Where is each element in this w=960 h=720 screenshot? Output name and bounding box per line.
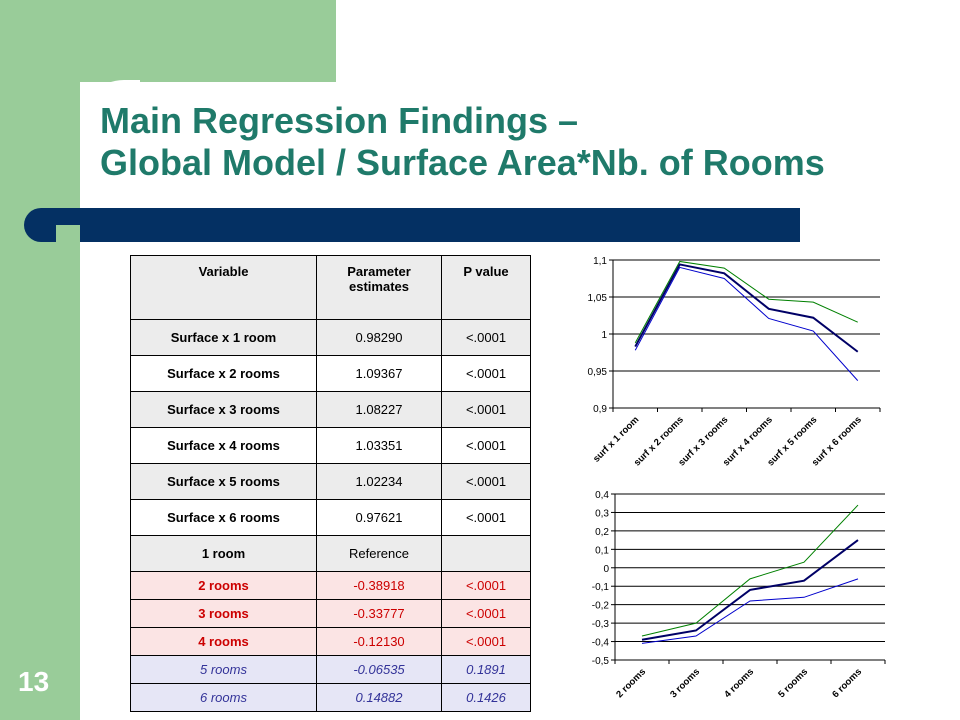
variable-cell: 1 room bbox=[130, 535, 317, 572]
table-row: Surface x 6 rooms 0.97621 <.0001 bbox=[130, 499, 531, 536]
slide-title: Main Regression Findings – Global Model … bbox=[100, 100, 825, 184]
bar-notch bbox=[56, 225, 80, 242]
series-line-upper bbox=[634, 260, 858, 344]
variable-cell: 2 rooms bbox=[130, 571, 317, 600]
y-tick-label: -0,4 bbox=[592, 638, 610, 649]
estimate-cell: 1.08227 bbox=[316, 391, 442, 428]
green-side-panel bbox=[0, 0, 80, 720]
series-line-estimate bbox=[641, 539, 859, 641]
title-line-1: Main Regression Findings – bbox=[100, 100, 579, 141]
table-row: Surface x 3 rooms 1.08227 <.0001 bbox=[130, 391, 531, 428]
p-value-cell: <.0001 bbox=[441, 391, 531, 428]
variable-cell: Surface x 1 room bbox=[130, 319, 317, 356]
variable-cell: Surface x 6 rooms bbox=[130, 499, 317, 536]
column-header: Parameter estimates bbox=[316, 255, 442, 320]
p-value-cell: <.0001 bbox=[441, 463, 531, 500]
p-value-cell bbox=[441, 535, 531, 572]
p-value-cell: 0.1426 bbox=[441, 683, 531, 712]
variable-cell: 4 rooms bbox=[130, 627, 317, 656]
p-value-cell: <.0001 bbox=[441, 571, 531, 600]
variable-cell: 5 rooms bbox=[130, 655, 317, 684]
y-tick-label: -0,2 bbox=[592, 601, 610, 612]
y-tick-label: -0,3 bbox=[592, 619, 610, 630]
variable-cell: 3 rooms bbox=[130, 599, 317, 628]
estimate-cell: 0.14882 bbox=[316, 683, 442, 712]
estimate-cell: 1.03351 bbox=[316, 427, 442, 464]
table-row: 5 rooms -0.06535 0.1891 bbox=[130, 655, 531, 684]
p-value-cell: <.0001 bbox=[441, 355, 531, 392]
variable-cell: Surface x 5 rooms bbox=[130, 463, 317, 500]
series-line-lower bbox=[634, 266, 859, 381]
p-value-cell: <.0001 bbox=[441, 427, 531, 464]
y-tick-label: 1,1 bbox=[593, 256, 607, 267]
y-tick-label: 0,3 bbox=[595, 508, 609, 519]
y-tick-label: 0 bbox=[603, 564, 609, 575]
x-tick-label: 6 rooms bbox=[830, 666, 864, 700]
table-row: Surface x 1 room 0.98290 <.0001 bbox=[130, 319, 531, 356]
estimate-cell: -0.33777 bbox=[316, 599, 442, 628]
estimate-cell: -0.06535 bbox=[316, 655, 442, 684]
estimate-cell: 0.97621 bbox=[316, 499, 442, 536]
y-tick-label: 0,4 bbox=[595, 490, 609, 501]
table-body: Surface x 1 room 0.98290 <.0001 Surface x 2… bbox=[130, 319, 531, 712]
variable-cell: Surface x 3 rooms bbox=[130, 391, 317, 428]
table-row: 4 rooms -0.12130 <.0001 bbox=[130, 627, 531, 656]
y-tick-label: 0,9 bbox=[593, 404, 607, 415]
p-value-cell: <.0001 bbox=[441, 499, 531, 536]
variable-cell: Surface x 4 rooms bbox=[130, 427, 317, 464]
table-row: Surface x 5 rooms 1.02234 <.0001 bbox=[130, 463, 531, 500]
table-row: 6 rooms 0.14882 0.1426 bbox=[130, 683, 531, 712]
title-underline-bar bbox=[24, 208, 800, 242]
variable-cell: Surface x 2 rooms bbox=[130, 355, 317, 392]
table-row: 2 rooms -0.38918 <.0001 bbox=[130, 571, 531, 600]
title-line-2: Global Model / Surface Area*Nb. of Rooms bbox=[100, 142, 825, 183]
table-header-row: Variable Parameter estimates P value bbox=[130, 255, 531, 320]
series-line-lower bbox=[641, 578, 859, 644]
page-number: 13 bbox=[18, 666, 50, 697]
variable-cell: 6 rooms bbox=[130, 683, 317, 712]
x-tick-label: 3 rooms bbox=[668, 666, 702, 700]
x-tick-label: 2 rooms bbox=[614, 666, 648, 700]
y-tick-label: 0,95 bbox=[588, 367, 608, 378]
column-header: P value bbox=[441, 255, 531, 320]
table-row: 1 room Reference bbox=[130, 535, 531, 572]
y-tick-label: 1,05 bbox=[588, 293, 608, 304]
estimate-cell: 0.98290 bbox=[316, 319, 442, 356]
table-row: Surface x 4 rooms 1.03351 <.0001 bbox=[130, 427, 531, 464]
estimate-cell: 1.02234 bbox=[316, 463, 442, 500]
p-value-cell: <.0001 bbox=[441, 599, 531, 628]
series-line-upper bbox=[641, 504, 859, 637]
estimate-cell: -0.38918 bbox=[316, 571, 442, 600]
x-tick-label: surf x 1 room bbox=[591, 414, 641, 464]
y-tick-label: -0,5 bbox=[592, 656, 610, 667]
regression-table: Variable Parameter estimates P value Sur… bbox=[130, 255, 531, 712]
estimate-cell: Reference bbox=[316, 535, 442, 572]
x-tick-label: 4 rooms bbox=[722, 666, 756, 700]
series-line-estimate bbox=[634, 263, 859, 353]
estimate-cell: -0.12130 bbox=[316, 627, 442, 656]
p-value-cell: <.0001 bbox=[441, 319, 531, 356]
y-tick-label: 0,1 bbox=[595, 545, 609, 556]
table-row: 3 rooms -0.33777 <.0001 bbox=[130, 599, 531, 628]
y-tick-label: 1 bbox=[601, 330, 607, 341]
column-header: Variable bbox=[130, 255, 317, 320]
table-row: Surface x 2 rooms 1.09367 <.0001 bbox=[130, 355, 531, 392]
p-value-cell: <.0001 bbox=[441, 627, 531, 656]
x-tick-label: 5 rooms bbox=[776, 666, 810, 700]
y-tick-label: -0,1 bbox=[592, 582, 610, 593]
y-tick-label: 0,2 bbox=[595, 527, 609, 538]
p-value-cell: 0.1891 bbox=[441, 655, 531, 684]
rooms-coefficients-chart: 0,4 0,3 0,2 0,1 0 -0,1 -0,2 -0,3 -0,4 -0,5 2 rooms… bbox=[592, 490, 886, 700]
estimate-cell: 1.09367 bbox=[316, 355, 442, 392]
